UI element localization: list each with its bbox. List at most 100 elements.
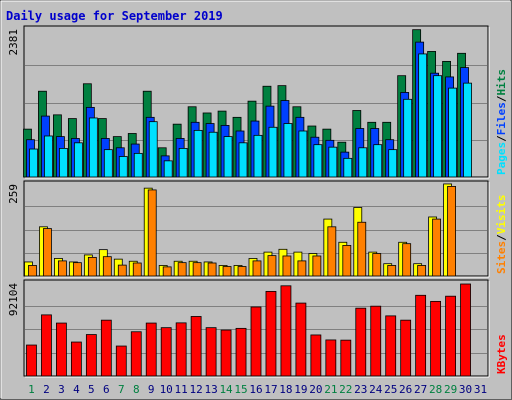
pages-bar [223, 136, 233, 178]
x-tick-label: 1 [28, 383, 35, 396]
x-tick-label: 11 [175, 383, 188, 396]
kbytes-bar [130, 331, 142, 377]
x-tick-label: 8 [133, 383, 140, 396]
kbytes-bar [385, 315, 397, 377]
chart-title: Daily usage for September 2019 [6, 9, 223, 23]
sites-bar [222, 266, 232, 277]
kbytes-bar [190, 316, 202, 377]
pages-bar [283, 123, 293, 178]
pages-bar [103, 149, 113, 178]
x-tick-label: 28 [429, 383, 442, 396]
x-tick-label: 4 [73, 383, 80, 396]
sites-bar [117, 264, 127, 277]
pages-bar [118, 156, 128, 178]
kbytes-bar [310, 334, 322, 377]
kbytes-bar [205, 327, 217, 377]
kbytes-bar [400, 319, 412, 377]
pages-bar [238, 142, 248, 178]
x-tick-label: 24 [369, 383, 383, 396]
x-tick-label: 15 [234, 383, 247, 396]
kbytes-bar [325, 339, 337, 377]
legend-entry: Pages [495, 142, 508, 175]
x-tick-label: 31 [474, 383, 487, 396]
x-tick-label: 20 [309, 383, 322, 396]
kbytes-bar [115, 345, 127, 377]
legend-panel-2: Sites/Visits [495, 195, 508, 275]
x-tick-label: 9 [148, 383, 155, 396]
pages-bar [148, 121, 158, 178]
pages-bar [268, 126, 278, 178]
pages-bar [463, 82, 472, 178]
sites-bar [402, 243, 412, 277]
pages-bar [253, 134, 263, 178]
pages-bar [193, 129, 203, 178]
pages-bar [358, 147, 368, 178]
sites-bar [282, 255, 292, 277]
pages-bar [328, 146, 338, 178]
pages-bar [59, 148, 68, 178]
kbytes-bar [235, 327, 247, 377]
x-tick-label: 13 [204, 383, 217, 396]
sites-bar [447, 186, 456, 277]
kbytes-bar [265, 290, 277, 377]
sites-bar [267, 255, 277, 277]
kbytes-bar [100, 319, 112, 377]
pages-bar [418, 53, 428, 178]
legend-entry: / [495, 234, 508, 241]
pages-bar [44, 135, 53, 178]
pages-bar [163, 160, 173, 178]
kbytes-bar [85, 334, 97, 377]
kbytes-bar [415, 294, 427, 377]
legend-entry: / [495, 135, 508, 142]
pages-bar [448, 87, 457, 178]
sites-bar [192, 262, 202, 277]
panel-3-ymax-label: 92104 [7, 283, 20, 316]
kbytes-bar [295, 302, 307, 377]
sites-bar [342, 245, 352, 277]
x-tick-label: 23 [354, 383, 367, 396]
x-tick-label: 12 [190, 383, 203, 396]
pages-bar [178, 148, 188, 178]
x-tick-label: 6 [103, 383, 110, 396]
pages-bar [373, 144, 383, 178]
kbytes-bar [26, 344, 37, 377]
sites-bar [417, 265, 427, 277]
panel-1-ymax-label: 2381 [7, 29, 20, 56]
kbytes-bar [175, 322, 187, 377]
kbytes-bar [250, 306, 262, 377]
legend-entry: Visits [495, 195, 508, 235]
pages-bar [73, 142, 83, 178]
sites-bar [132, 262, 142, 277]
pages-bar [388, 149, 398, 178]
sites-bar [357, 221, 367, 277]
kbytes-bar [355, 307, 367, 377]
x-tick-label: 3 [58, 383, 65, 396]
pages-bar [343, 157, 353, 178]
sites-bar [43, 228, 52, 277]
sites-bar [207, 262, 217, 277]
kbytes-bar [430, 300, 442, 377]
pages-bar [29, 148, 38, 178]
x-tick-label: 16 [249, 383, 262, 396]
kbytes-bar [220, 329, 232, 377]
sites-bar [252, 260, 262, 277]
x-tick-label: 27 [414, 383, 427, 396]
x-tick-label: 30 [459, 383, 472, 396]
x-tick-label: 18 [279, 383, 292, 396]
kbytes-bar [340, 339, 352, 377]
x-tick-label: 21 [324, 383, 337, 396]
sites-bar [327, 226, 337, 277]
kbytes-bar [460, 283, 471, 377]
panel-2-ymax-label: 259 [7, 184, 20, 204]
sites-bar [147, 189, 157, 277]
sites-bar [28, 265, 37, 277]
kbytes-bar [70, 341, 82, 377]
kbytes-bar [370, 305, 382, 377]
sites-bar [387, 265, 397, 277]
x-tick-label: 25 [384, 383, 397, 396]
x-tick-label: 19 [294, 383, 307, 396]
x-tick-label: 14 [219, 383, 233, 396]
x-tick-label: 2 [43, 383, 50, 396]
sites-bar [162, 266, 172, 277]
kbytes-bar [445, 295, 456, 377]
